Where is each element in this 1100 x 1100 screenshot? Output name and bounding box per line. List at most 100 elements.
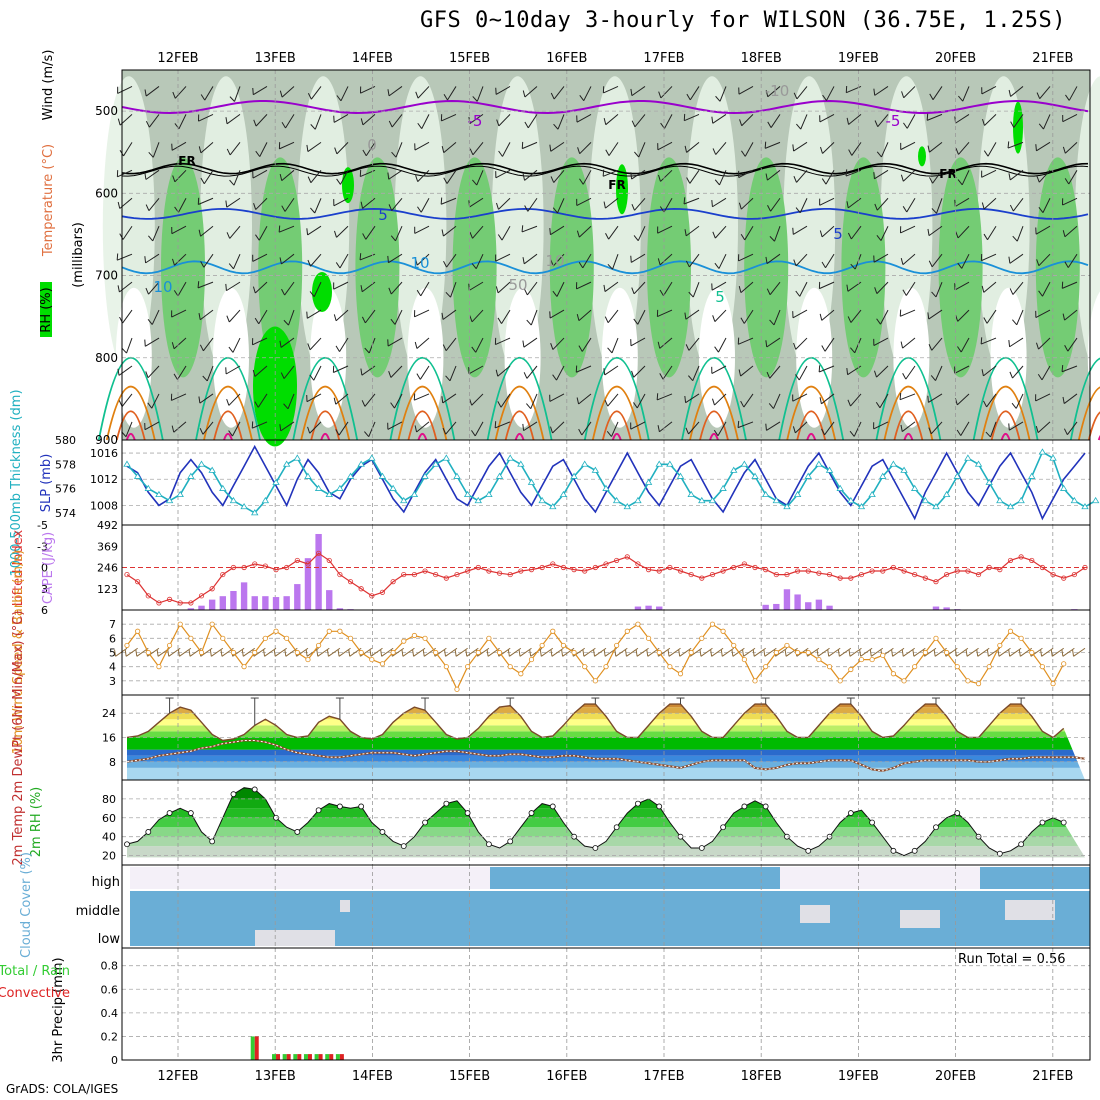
cape-bar bbox=[230, 590, 237, 610]
wind-barb-icon bbox=[631, 114, 646, 128]
wind-barb-icon bbox=[147, 309, 160, 325]
circle-marker-icon bbox=[230, 649, 237, 656]
circle-marker-icon bbox=[358, 586, 364, 592]
thickness-tick-label: 578 bbox=[55, 458, 76, 471]
wind-barb-icon bbox=[956, 421, 970, 436]
circle-marker-icon bbox=[124, 571, 130, 578]
rh-moist-region bbox=[161, 157, 205, 378]
bottom-axis-tick-label: 18FEB bbox=[741, 1069, 782, 1084]
top-axis-tick-label: 15FEB bbox=[449, 51, 490, 66]
wind-barb-icon bbox=[821, 170, 835, 185]
circle-marker-icon bbox=[645, 635, 652, 641]
wind-barb-icon bbox=[876, 226, 889, 241]
wind-barb-icon bbox=[116, 169, 133, 178]
circle-marker-icon bbox=[401, 571, 407, 578]
top-axis-tick-label: 13FEB bbox=[255, 51, 296, 66]
wind-barb-icon bbox=[737, 337, 754, 345]
isotherm-15 bbox=[1069, 357, 1100, 441]
cloud-clear-patch bbox=[1005, 900, 1055, 920]
circle-marker-icon bbox=[443, 664, 449, 670]
wind-barb-icon bbox=[981, 197, 997, 210]
wind-barb-icon bbox=[553, 114, 565, 130]
wind-barb-icon bbox=[713, 421, 727, 437]
contour-label: FR bbox=[178, 154, 195, 168]
wind-barb-icon bbox=[144, 421, 160, 431]
circle-marker-icon bbox=[401, 638, 407, 644]
wind-barb-icon bbox=[469, 309, 484, 323]
cloud-level-label: middle bbox=[76, 904, 120, 919]
triangle-marker-icon bbox=[421, 472, 429, 479]
wind-barb-icon bbox=[630, 253, 646, 263]
circle-marker-icon bbox=[965, 678, 971, 684]
wind-barb-icon bbox=[361, 393, 376, 407]
circle-marker-icon bbox=[901, 568, 907, 574]
circle-marker-icon bbox=[954, 810, 961, 816]
wind-barb-icon bbox=[901, 647, 915, 657]
circle-marker-icon bbox=[337, 628, 343, 634]
wind-barb-icon bbox=[1036, 253, 1051, 267]
isotherm-30 bbox=[903, 432, 914, 441]
wind-barb-icon bbox=[1008, 647, 1022, 657]
wind-barb-icon bbox=[737, 253, 754, 262]
triangle-marker-icon bbox=[570, 472, 578, 479]
circle-marker-icon bbox=[922, 575, 928, 581]
wind-barb-icon bbox=[711, 365, 727, 374]
wind-barb-icon bbox=[738, 281, 754, 294]
wind-barb-icon bbox=[524, 114, 538, 129]
wind-barb-icon bbox=[387, 253, 403, 264]
isotherm-30 bbox=[417, 432, 428, 441]
isotherm-30 bbox=[1000, 432, 1011, 441]
wind-barb-icon bbox=[390, 393, 403, 409]
isotherm-20 bbox=[980, 385, 1031, 441]
wind-barb-icon bbox=[445, 365, 457, 382]
wind-barb-icon bbox=[767, 114, 781, 128]
wind-barb-icon bbox=[819, 225, 835, 238]
triangle-marker-icon bbox=[591, 466, 600, 473]
wind-barb-icon bbox=[792, 141, 808, 152]
triangle-marker-icon bbox=[1017, 496, 1025, 504]
rh-band bbox=[127, 846, 1085, 858]
pressure-units-label: (millibars) bbox=[71, 222, 86, 288]
contour-label: 10 bbox=[545, 252, 564, 270]
wind-barb-icon bbox=[820, 141, 835, 154]
wind-barb-icon bbox=[983, 309, 997, 324]
wind-barb-icon bbox=[891, 647, 905, 657]
wind-barb-icon bbox=[903, 114, 916, 129]
wind-barb-icon bbox=[929, 86, 943, 100]
wind-barb-icon bbox=[981, 86, 997, 95]
wind-speed-axis-label: 10m Wind Speed & Barbs (m/s) bbox=[11, 550, 26, 755]
circle-marker-icon bbox=[273, 628, 279, 634]
wind-barb-icon bbox=[607, 337, 619, 354]
circle-marker-icon bbox=[996, 850, 1003, 857]
rh-tick-label: 20 bbox=[102, 850, 116, 863]
wind-barb-icon bbox=[336, 170, 349, 185]
wind-barb-icon bbox=[765, 421, 781, 431]
circle-marker-icon bbox=[773, 571, 779, 578]
triangle-marker-icon bbox=[431, 460, 440, 467]
circle-marker-icon bbox=[528, 567, 535, 573]
cape-tick-label: 492 bbox=[97, 519, 118, 532]
temperature-band bbox=[127, 749, 1085, 756]
isotherm-20 bbox=[1077, 386, 1100, 441]
wind-barb-icon bbox=[821, 337, 835, 352]
triangle-marker-icon bbox=[187, 472, 195, 479]
circle-marker-icon bbox=[539, 564, 545, 571]
wind-barb-icon bbox=[171, 421, 187, 433]
wind-barb-icon bbox=[712, 225, 727, 239]
triangle-marker-icon bbox=[804, 472, 812, 479]
rh-band bbox=[127, 808, 1085, 818]
wind-barb-icon bbox=[117, 365, 133, 376]
bottom-axis-tick-label: 16FEB bbox=[546, 1069, 587, 1084]
triangle-marker-icon bbox=[921, 496, 930, 504]
cape-bar bbox=[805, 602, 812, 610]
wind-barb-icon bbox=[688, 281, 700, 298]
circle-marker-icon bbox=[688, 649, 694, 656]
bottom-axis-tick-label: 21FEB bbox=[1032, 1069, 1073, 1084]
wind-barb-icon bbox=[739, 114, 754, 127]
circle-marker-icon bbox=[241, 664, 247, 670]
wind-barb-icon bbox=[124, 647, 138, 657]
wind-barb-icon bbox=[630, 421, 646, 430]
wind-barb-icon bbox=[468, 281, 484, 291]
triangle-marker-icon bbox=[559, 490, 568, 498]
circle-marker-icon bbox=[220, 635, 226, 641]
